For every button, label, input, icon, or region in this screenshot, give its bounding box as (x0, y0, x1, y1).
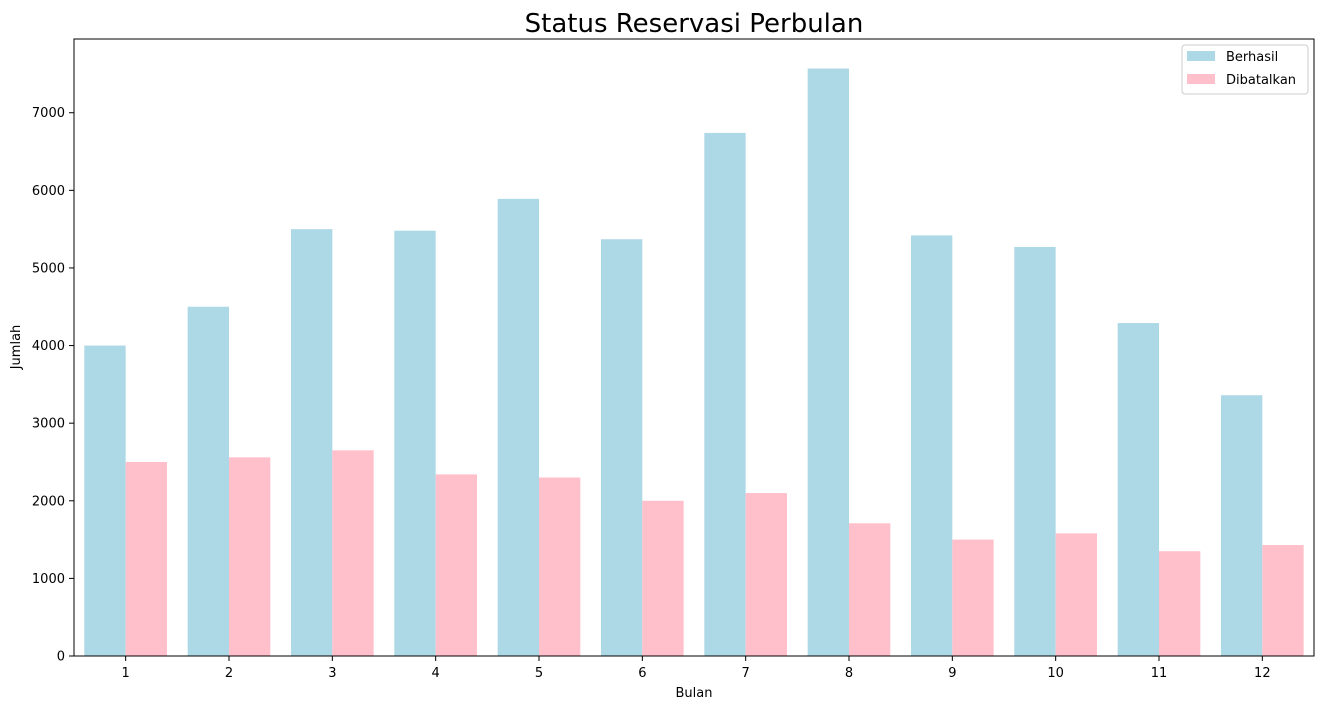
y-tick-label-1000: 1000 (32, 572, 65, 587)
legend-label-dibatalkan: Dibatalkan (1226, 73, 1296, 88)
x-tick-label-4: 4 (432, 666, 440, 681)
bar-berhasil-12 (1221, 395, 1263, 656)
bar-berhasil-10 (1014, 246, 1056, 657)
legend-label-berhasil: Berhasil (1226, 50, 1278, 65)
bar-dibatalkan-5 (539, 477, 581, 656)
x-tick-label-1: 1 (122, 666, 130, 681)
bar-dibatalkan-1 (125, 461, 167, 656)
legend-swatch-dibatalkan (1187, 74, 1215, 84)
x-tick-label-7: 7 (742, 666, 750, 681)
x-tick-label-9: 9 (948, 666, 956, 681)
x-tick-label-10: 10 (1047, 666, 1064, 681)
bar-berhasil-1 (84, 345, 126, 656)
y-tick-label-4000: 4000 (32, 339, 65, 354)
y-tick-label-3000: 3000 (32, 417, 65, 432)
bars-layer (84, 68, 1304, 657)
x-tick-label-3: 3 (328, 666, 336, 681)
plot-frame (73, 38, 1315, 657)
bar-dibatalkan-4 (435, 474, 477, 656)
y-tick-label-0: 0 (57, 650, 65, 665)
bar-berhasil-3 (291, 229, 333, 656)
bar-dibatalkan-3 (332, 450, 374, 656)
bar-berhasil-6 (601, 239, 643, 657)
bar-dibatalkan-10 (1055, 533, 1097, 656)
bar-berhasil-9 (911, 235, 953, 656)
bar-dibatalkan-11 (1159, 551, 1201, 656)
x-tick-label-8: 8 (845, 666, 853, 681)
y-tick-label-6000: 6000 (32, 184, 65, 199)
x-tick-label-2: 2 (225, 666, 233, 681)
bar-dibatalkan-7 (745, 493, 787, 656)
bar-berhasil-2 (187, 306, 229, 656)
x-tick-label-11: 11 (1151, 666, 1168, 681)
bar-dibatalkan-12 (1262, 545, 1304, 656)
y-tick-label-5000: 5000 (32, 261, 65, 276)
x-axis: 1 2 3 4 5 6 7 8 9 10 11 12 (122, 656, 1271, 681)
chart-title: Status Reservasi Perbulan (525, 9, 864, 39)
bar-berhasil-11 (1117, 323, 1159, 656)
x-axis-label: Bulan (676, 686, 713, 701)
bar-berhasil-8 (807, 68, 849, 657)
y-tick-label-2000: 2000 (32, 494, 65, 509)
legend-swatch-berhasil (1187, 51, 1215, 61)
y-axis-label: Jumlah (9, 325, 24, 371)
y-tick-label-7000: 7000 (32, 106, 65, 121)
x-tick-label-12: 12 (1254, 666, 1271, 681)
bar-dibatalkan-8 (849, 523, 891, 656)
y-axis: 0 1000 2000 3000 4000 5000 6000 7000 (32, 106, 74, 665)
bar-dibatalkan-6 (642, 500, 684, 656)
bar-berhasil-5 (497, 198, 539, 656)
x-tick-label-5: 5 (535, 666, 543, 681)
legend: Berhasil Dibatalkan (1181, 44, 1309, 95)
x-tick-label-6: 6 (638, 666, 646, 681)
bar-berhasil-4 (394, 230, 436, 656)
bar-dibatalkan-9 (952, 539, 994, 656)
bar-berhasil-7 (704, 132, 746, 656)
bar-dibatalkan-2 (229, 457, 271, 656)
